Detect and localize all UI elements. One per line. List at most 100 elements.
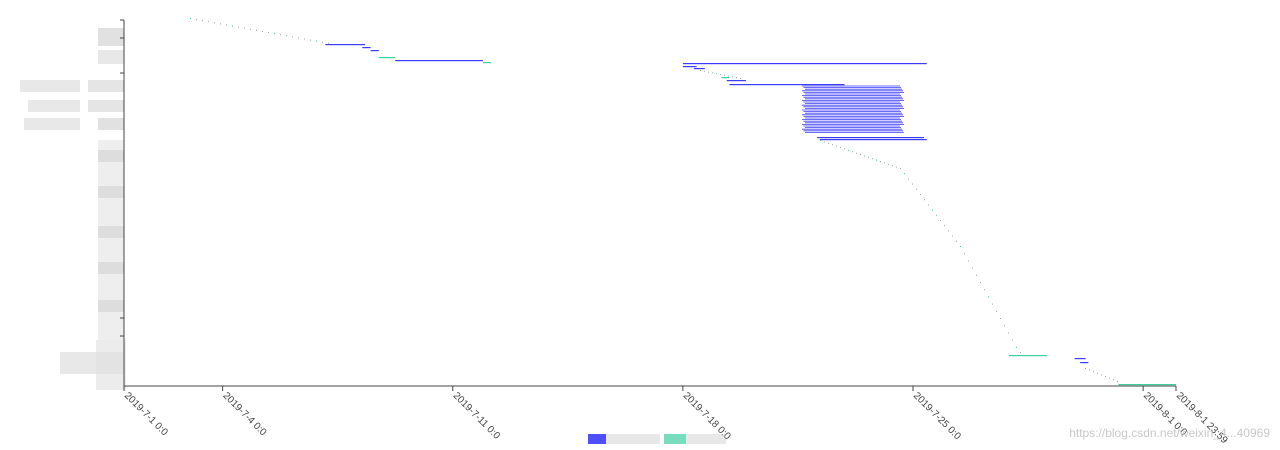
segment-4 bbox=[395, 60, 483, 62]
trail-point bbox=[856, 152, 857, 154]
trail-point bbox=[868, 156, 869, 158]
segment-16 bbox=[1080, 362, 1089, 364]
trail-point bbox=[912, 183, 913, 185]
x-tick-label-0: 2019-7-1 0:0 bbox=[122, 390, 170, 438]
trail-point bbox=[214, 22, 215, 24]
trail-point bbox=[920, 194, 921, 195]
trail-point bbox=[274, 33, 275, 35]
trail-point bbox=[322, 41, 323, 43]
legend-swatch-teal bbox=[664, 434, 686, 444]
trail-point bbox=[840, 147, 841, 148]
trail-point bbox=[1113, 379, 1114, 381]
trail-point bbox=[310, 39, 311, 41]
trail-point bbox=[328, 42, 329, 44]
segment-9 bbox=[721, 77, 730, 79]
segment-3 bbox=[378, 57, 396, 59]
segment-2 bbox=[370, 50, 379, 52]
trail-point bbox=[298, 37, 299, 39]
trail-point bbox=[928, 204, 929, 206]
segment-8 bbox=[693, 68, 705, 70]
x-tick-label-1: 2019-7-4 0:0 bbox=[221, 390, 269, 438]
trail-point bbox=[736, 77, 737, 79]
trail-point bbox=[190, 18, 191, 19]
segment-0 bbox=[325, 44, 366, 46]
trail-point bbox=[202, 20, 203, 22]
trail-point bbox=[1097, 372, 1098, 374]
segment-17 bbox=[1118, 384, 1176, 386]
trail-point bbox=[824, 141, 825, 143]
trail-point bbox=[844, 148, 845, 150]
legend-swatch-blue bbox=[588, 434, 606, 444]
trail-point bbox=[1117, 380, 1118, 382]
trail-point bbox=[256, 29, 257, 31]
trail-point bbox=[238, 26, 239, 28]
trail-point bbox=[1004, 325, 1005, 327]
trail-point bbox=[1109, 377, 1110, 379]
segment-14 bbox=[1008, 355, 1048, 357]
x-tick-label-4: 2019-7-25 0:0 bbox=[911, 390, 963, 442]
trail-point bbox=[904, 173, 905, 175]
trail-point bbox=[876, 159, 877, 161]
trail-point bbox=[924, 199, 925, 201]
trail-point bbox=[988, 296, 989, 298]
segment-6 bbox=[682, 63, 927, 65]
trail-point bbox=[972, 267, 973, 269]
trail-point bbox=[704, 70, 705, 72]
trail-point bbox=[708, 71, 709, 73]
trail-point bbox=[244, 27, 245, 29]
y-axis-labels-obscured bbox=[20, 28, 126, 390]
trail-point bbox=[884, 162, 885, 164]
trail-point bbox=[948, 230, 949, 232]
segment-1 bbox=[362, 47, 371, 49]
trail-point bbox=[712, 72, 713, 74]
trail-point bbox=[900, 168, 901, 169]
trail-point bbox=[836, 145, 837, 147]
trail-point bbox=[226, 24, 227, 26]
sparse-points bbox=[190, 18, 1118, 382]
trail-point bbox=[820, 140, 821, 141]
trail-point bbox=[944, 225, 945, 227]
watermark: https://blog.csdn.net/weixin_4...40969 bbox=[1069, 426, 1270, 440]
trail-point bbox=[964, 253, 965, 255]
trail-point bbox=[716, 73, 717, 75]
trail-point bbox=[980, 282, 981, 283]
trail-point bbox=[888, 163, 889, 165]
trail-point bbox=[1105, 376, 1106, 377]
trail-point bbox=[936, 214, 937, 216]
trail-point bbox=[196, 19, 197, 21]
trail-point bbox=[1008, 332, 1009, 334]
trail-point bbox=[916, 188, 917, 190]
gantt-segments bbox=[325, 44, 1176, 386]
dense-bar-block bbox=[802, 85, 904, 133]
trail-point bbox=[1012, 339, 1013, 341]
trail-point bbox=[932, 209, 933, 211]
trail-point bbox=[732, 76, 733, 78]
trail-point bbox=[832, 144, 833, 146]
trail-point bbox=[880, 161, 881, 162]
trail-point bbox=[1085, 368, 1086, 369]
trail-point bbox=[848, 149, 849, 151]
trail-point bbox=[952, 235, 953, 237]
trail-point bbox=[262, 30, 263, 32]
trail-point bbox=[872, 158, 873, 160]
trail-point bbox=[1000, 318, 1001, 319]
segment-10 bbox=[726, 80, 746, 82]
segment-7 bbox=[682, 66, 697, 68]
trail-point bbox=[1020, 352, 1021, 353]
trail-point bbox=[1089, 369, 1090, 371]
trail-point bbox=[956, 240, 957, 242]
trail-point bbox=[700, 70, 701, 71]
trail-point bbox=[864, 155, 865, 157]
trail-point bbox=[996, 310, 997, 312]
trail-point bbox=[286, 35, 287, 37]
trail-point bbox=[292, 36, 293, 38]
y-axis bbox=[120, 19, 125, 386]
trail-point bbox=[232, 25, 233, 27]
trail-point bbox=[940, 220, 941, 221]
legend-obscured bbox=[588, 434, 726, 444]
trail-point bbox=[984, 289, 985, 291]
trail-point bbox=[1101, 374, 1102, 376]
trail-point bbox=[896, 166, 897, 168]
trail-point bbox=[892, 165, 893, 167]
